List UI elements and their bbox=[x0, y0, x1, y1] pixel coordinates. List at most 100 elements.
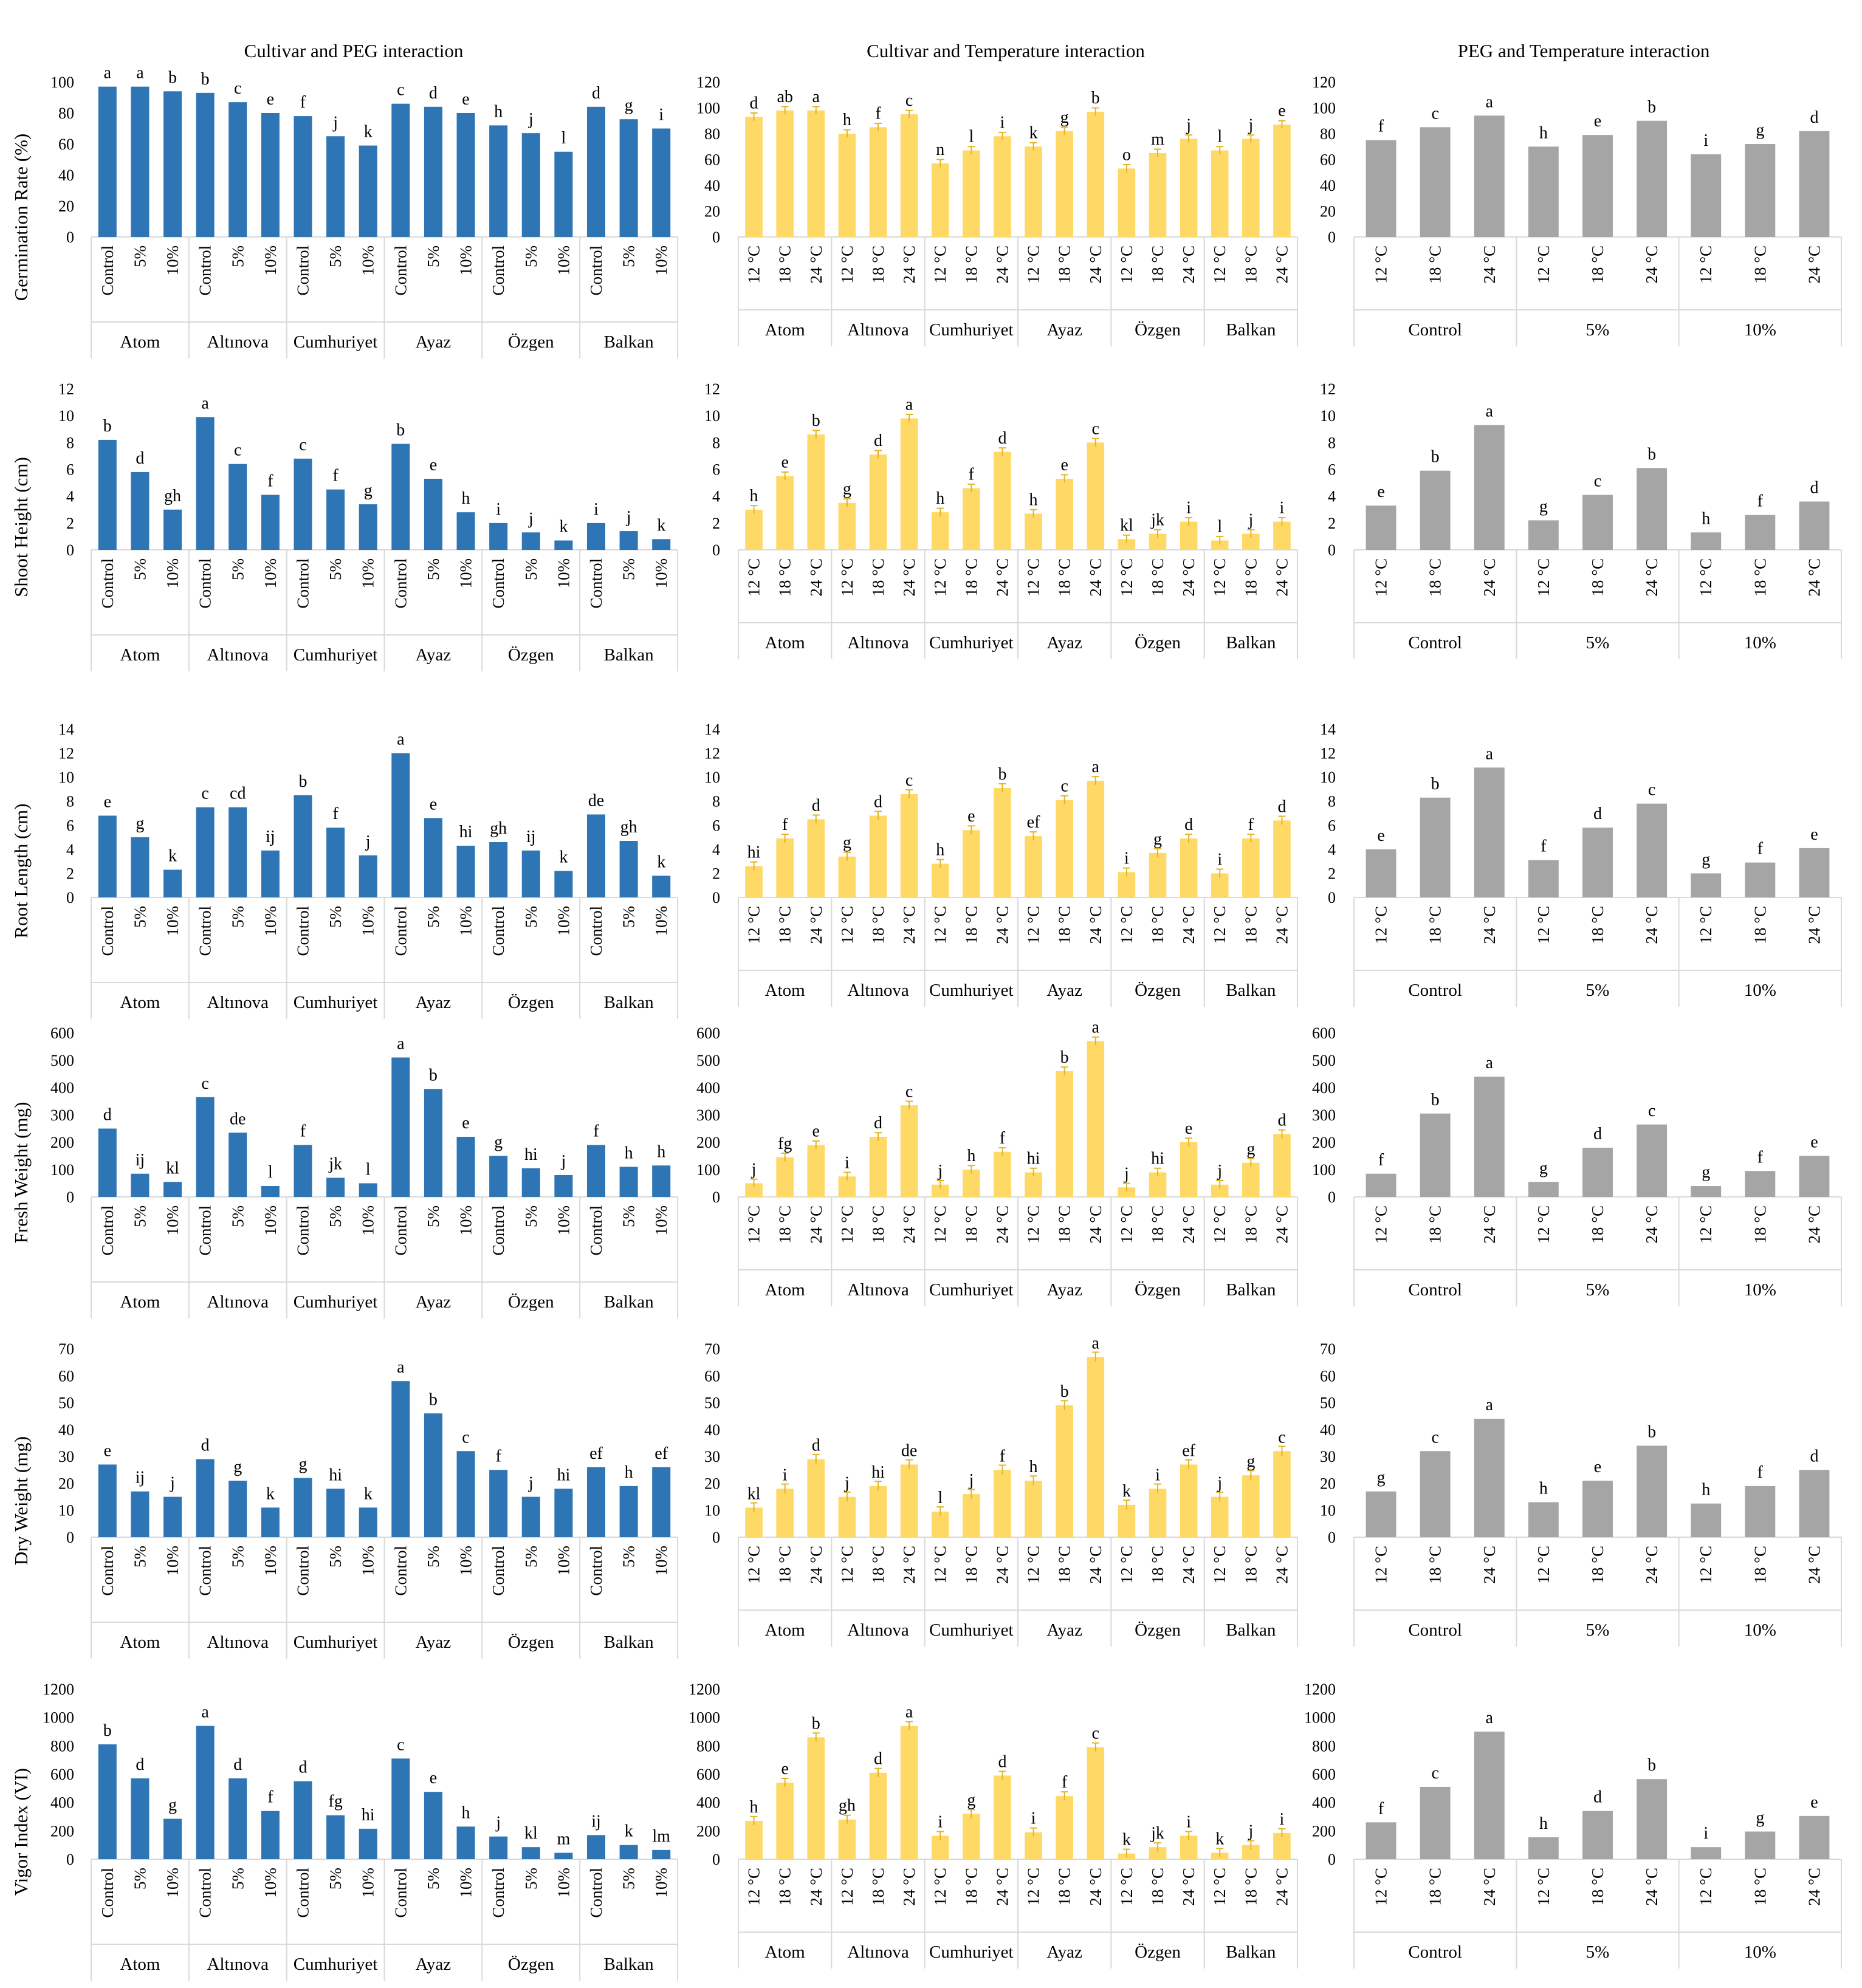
y-tick-label: 800 bbox=[696, 1737, 720, 1755]
bar bbox=[131, 86, 149, 237]
x-tick-label: 12 °C bbox=[838, 245, 856, 284]
significance-letter: e bbox=[1810, 1793, 1818, 1812]
x-tick-label: Control bbox=[391, 558, 410, 609]
significance-letter: d bbox=[298, 1758, 307, 1777]
bar bbox=[163, 91, 182, 237]
bar bbox=[1056, 1796, 1073, 1859]
bar bbox=[1273, 521, 1291, 550]
x-tick-label: 5% bbox=[228, 245, 247, 267]
bar bbox=[1118, 168, 1136, 237]
significance-letter: e bbox=[430, 456, 437, 475]
x-tick-label: 18 °C bbox=[1751, 906, 1769, 944]
bar bbox=[900, 793, 918, 897]
significance-letter: k bbox=[657, 516, 665, 535]
y-tick-label: 40 bbox=[704, 177, 720, 194]
bar bbox=[424, 106, 442, 237]
x-tick-label: 24 °C bbox=[1273, 1205, 1291, 1244]
x-tick-label: 18 °C bbox=[1149, 906, 1167, 944]
x-tick-label: 24 °C bbox=[1180, 558, 1198, 597]
x-tick-label: 12 °C bbox=[1372, 1205, 1390, 1244]
x-tick-label: 18 °C bbox=[776, 1546, 794, 1584]
x-tick-label: 18 °C bbox=[1589, 906, 1607, 944]
bar bbox=[456, 113, 475, 237]
bar bbox=[1582, 828, 1613, 897]
y-tick-label: 30 bbox=[1320, 1448, 1336, 1465]
group-label: 5% bbox=[1586, 1620, 1610, 1640]
x-tick-label: 5% bbox=[522, 558, 540, 580]
group-label: Altınova bbox=[847, 320, 909, 340]
x-tick-label: 24 °C bbox=[993, 1868, 1011, 1906]
x-tick-label: 18 °C bbox=[1242, 1546, 1260, 1584]
x-tick-label: 12 °C bbox=[1697, 906, 1715, 944]
x-tick-label: 10% bbox=[261, 1868, 280, 1898]
significance-letter: d bbox=[750, 94, 758, 112]
bar bbox=[1582, 495, 1613, 550]
group-label: Altınova bbox=[207, 332, 269, 352]
x-tick-label: 18 °C bbox=[1242, 1868, 1260, 1906]
significance-letter: hi bbox=[459, 823, 473, 841]
x-tick-label: 12 °C bbox=[1534, 1205, 1553, 1244]
x-tick-label: 18 °C bbox=[1056, 1205, 1074, 1244]
group-label: Özgen bbox=[508, 993, 554, 1012]
significance-letter: kl bbox=[1120, 516, 1133, 535]
bar bbox=[1087, 1041, 1105, 1197]
bar bbox=[1242, 139, 1260, 237]
bar bbox=[424, 478, 442, 550]
x-tick-label: 10% bbox=[163, 245, 182, 276]
significance-letter: d bbox=[874, 431, 882, 450]
bar bbox=[424, 1089, 442, 1197]
bar bbox=[776, 838, 794, 897]
group-label: Cumhuriyet bbox=[929, 320, 1014, 340]
bar bbox=[776, 1783, 794, 1859]
x-tick-label: 12 °C bbox=[1534, 906, 1553, 944]
chart-r1-c1: 0 2 4 6 8 10 12 h 12 °C e 18 °C b 24 °C g 12 °C d 18 °C a… bbox=[704, 380, 1298, 659]
group-label: Altınova bbox=[847, 1620, 909, 1640]
bar bbox=[838, 1819, 856, 1859]
chart-r1-c0: Shoot Height (cm) 024681012bControld5%gh1… bbox=[10, 380, 678, 671]
bar bbox=[1420, 797, 1451, 897]
bar bbox=[1025, 1481, 1042, 1537]
y-tick-label: 0 bbox=[712, 541, 720, 559]
significance-letter: d bbox=[1810, 1447, 1818, 1465]
x-tick-label: 18 °C bbox=[869, 906, 887, 944]
x-tick-label: 10% bbox=[359, 1868, 377, 1898]
significance-letter: ef bbox=[654, 1444, 668, 1463]
significance-letter: g bbox=[1756, 121, 1764, 140]
bar bbox=[745, 1183, 763, 1197]
x-tick-label: Control bbox=[391, 1868, 410, 1918]
x-tick-label: 18 °C bbox=[869, 1205, 887, 1244]
bar bbox=[521, 532, 540, 550]
group-label: Altınova bbox=[847, 1280, 909, 1300]
significance-letter: g bbox=[1246, 1452, 1255, 1471]
y-tick-label: 200 bbox=[696, 1134, 720, 1151]
x-tick-label: 12 °C bbox=[1025, 1546, 1043, 1584]
bar bbox=[359, 145, 377, 237]
x-tick-label: 12 °C bbox=[745, 1205, 763, 1244]
bar bbox=[98, 1128, 117, 1197]
bar bbox=[131, 1778, 149, 1859]
x-tick-label: 24 °C bbox=[1805, 1205, 1823, 1244]
bar bbox=[1273, 125, 1291, 237]
group-label: Ayaz bbox=[1046, 1620, 1082, 1640]
significance-letter: b bbox=[103, 417, 112, 436]
bar bbox=[807, 1145, 825, 1197]
y-tick-label: 500 bbox=[50, 1052, 74, 1069]
bar bbox=[98, 439, 117, 550]
significance-letter: h bbox=[1029, 490, 1038, 509]
significance-letter: e bbox=[781, 453, 788, 472]
bar bbox=[776, 110, 794, 237]
group-label: Özgen bbox=[1135, 633, 1181, 653]
bar bbox=[424, 1413, 442, 1537]
bar bbox=[391, 753, 410, 897]
bar bbox=[391, 1057, 410, 1197]
significance-letter: a bbox=[1092, 1334, 1100, 1352]
group-label: Balkan bbox=[1226, 320, 1276, 340]
significance-letter: g bbox=[1060, 108, 1069, 127]
x-tick-label: 18 °C bbox=[1589, 1205, 1607, 1244]
group-label: Ayaz bbox=[416, 645, 452, 665]
significance-letter: gh bbox=[620, 818, 637, 837]
significance-letter: a bbox=[905, 396, 913, 414]
bar bbox=[838, 502, 856, 550]
